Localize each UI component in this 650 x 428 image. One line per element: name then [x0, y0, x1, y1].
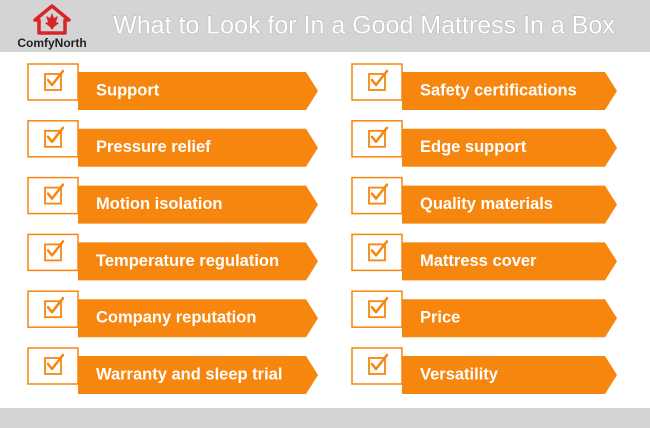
- check-square: [368, 243, 386, 262]
- item-banner: [78, 242, 318, 281]
- item-label: Mattress cover: [420, 252, 537, 270]
- logo-leaf: [45, 13, 59, 30]
- item-label: Versatility: [420, 365, 499, 383]
- check-mark: [46, 240, 65, 257]
- check-square: [368, 129, 386, 148]
- check-square: [44, 129, 62, 148]
- check-mark: [46, 183, 65, 200]
- logo: ComfyNorth: [17, 4, 87, 50]
- check-mark: [46, 126, 65, 144]
- check-square: [368, 357, 386, 375]
- item-label: Price: [420, 309, 460, 327]
- check-mark: [370, 353, 389, 371]
- page-title: What to Look for In a Good Mattress In a…: [113, 12, 615, 40]
- item-label: Company reputation: [96, 309, 256, 327]
- item-banner: [402, 72, 617, 110]
- checkbox: [351, 233, 403, 272]
- item-label: Safety certifications: [420, 81, 577, 99]
- item-banner: [402, 356, 617, 394]
- logo-text: ComfyNorth: [17, 36, 86, 50]
- header-band: [0, 0, 650, 52]
- item-banner: [402, 299, 617, 338]
- check-mark: [46, 296, 65, 314]
- check-square: [368, 186, 386, 205]
- item-label: Temperature regulation: [96, 252, 279, 270]
- checkbox: [351, 290, 403, 328]
- item-label: Motion isolation: [96, 195, 222, 213]
- check-mark: [370, 296, 389, 314]
- check-square: [44, 357, 62, 375]
- item-label: Edge support: [420, 138, 527, 156]
- logo-house: [33, 4, 71, 35]
- item-banner: [402, 185, 617, 224]
- check-mark: [370, 69, 389, 87]
- item-label: Pressure relief: [96, 138, 211, 156]
- item-banner: [78, 72, 318, 110]
- check-square: [44, 186, 62, 205]
- check-square: [44, 243, 62, 262]
- check-mark: [370, 240, 389, 257]
- item-label: Quality materials: [420, 195, 553, 213]
- check-mark: [370, 183, 389, 200]
- check-mark: [46, 353, 65, 371]
- item-banner: [78, 299, 318, 338]
- check-square: [368, 300, 386, 319]
- item-banner: [78, 128, 318, 167]
- check-square: [368, 73, 386, 91]
- item-banner: [402, 128, 617, 167]
- check-square: [44, 73, 62, 91]
- item-banner: [78, 185, 318, 224]
- item-label: Support: [96, 81, 160, 99]
- check-mark: [46, 69, 65, 87]
- item-label: Warranty and sleep trial: [96, 365, 282, 383]
- footer-band: [0, 408, 650, 428]
- item-banner: [402, 242, 617, 281]
- item-banner: [78, 356, 318, 394]
- check-mark: [370, 126, 389, 144]
- check-square: [44, 300, 62, 319]
- checkbox: [27, 63, 79, 101]
